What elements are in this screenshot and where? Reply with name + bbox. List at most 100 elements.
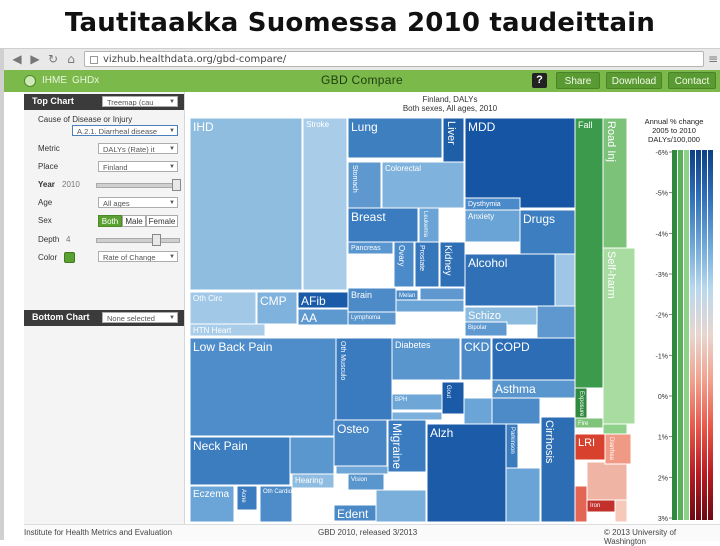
treemap-small-cell[interactable] — [574, 485, 588, 523]
nav-ghdx-link[interactable]: GHDx — [72, 75, 100, 86]
treemap-cell-label: Gout — [445, 385, 451, 398]
treemap-small-cell[interactable] — [505, 467, 541, 523]
treemap-small-cell[interactable] — [375, 489, 427, 523]
treemap-cell[interactable] — [464, 321, 508, 337]
year-slider-handle[interactable] — [172, 179, 181, 191]
download-button[interactable]: Download — [606, 72, 662, 89]
treemap-cell-label: CKD — [464, 340, 490, 354]
treemap-cell[interactable] — [256, 291, 298, 325]
legend-color-bar — [672, 150, 677, 520]
treemap-cell-label: Ovary — [397, 245, 406, 266]
treemap-small-cell[interactable] — [554, 253, 576, 307]
top-chart-header: Top Chart Treemap (cau ▼ — [24, 94, 184, 110]
contact-button[interactable]: Contact — [668, 72, 716, 89]
legend-tick-label: -6% — [656, 150, 668, 157]
treemap-cell[interactable] — [347, 311, 397, 326]
bottom-chart-select[interactable]: None selected ▼ — [102, 312, 178, 323]
treemap-small-cell[interactable] — [395, 299, 465, 313]
menu-icon[interactable]: ≡ — [707, 52, 719, 66]
metric-select[interactable]: DALYs (Rate) it ▼ — [98, 143, 178, 154]
treemap-cell[interactable] — [391, 337, 461, 381]
legend-color-bar — [696, 150, 701, 520]
cause-select[interactable]: A.2.1. Diarrheal disease ▼ — [72, 125, 178, 136]
treemap-cell[interactable] — [604, 433, 632, 465]
sex-both-button[interactable]: Both — [98, 215, 122, 227]
treemap-cell[interactable] — [602, 247, 636, 425]
treemap-cell[interactable] — [574, 417, 604, 429]
treemap-cell[interactable] — [439, 241, 466, 288]
help-icon[interactable]: ? — [532, 73, 547, 88]
share-button[interactable]: Share — [556, 72, 600, 89]
treemap-cell[interactable] — [302, 117, 348, 291]
treemap-cell[interactable] — [602, 117, 628, 267]
legend-tick-label: -5% — [656, 191, 668, 198]
age-select[interactable]: All ages ▼ — [98, 197, 178, 208]
place-select[interactable]: Finland ▼ — [98, 161, 178, 172]
treemap-small-cell[interactable] — [602, 423, 628, 435]
treemap-cell[interactable] — [387, 419, 427, 473]
treemap-cell-label: Liver — [445, 121, 457, 145]
home-icon[interactable]: ⌂ — [67, 52, 75, 66]
treemap-cell[interactable] — [189, 337, 337, 437]
treemap-small-cell[interactable] — [491, 397, 541, 425]
treemap-cell[interactable] — [460, 337, 492, 381]
treemap-cell[interactable] — [189, 436, 291, 486]
treemap-small-cell[interactable] — [289, 436, 335, 475]
treemap-cell[interactable] — [464, 117, 576, 209]
treemap-cell[interactable] — [189, 117, 303, 291]
treemap-cell[interactable] — [395, 289, 419, 301]
chart-title-line: Finland, DALYs — [422, 95, 478, 104]
chevron-down-icon: ▼ — [169, 200, 175, 206]
treemap-small-cell[interactable] — [419, 287, 465, 301]
treemap-small-cell[interactable] — [391, 411, 443, 421]
forward-icon[interactable]: ▶ — [30, 52, 40, 66]
treemap-small-cell[interactable] — [536, 305, 576, 339]
treemap-cell[interactable] — [347, 161, 382, 209]
color-select[interactable]: Rate of Change ▼ — [98, 251, 178, 262]
treemap-cell[interactable] — [393, 241, 415, 288]
treemap-cell[interactable] — [347, 207, 419, 243]
treemap-cell[interactable] — [189, 291, 257, 325]
treemap-cell[interactable] — [347, 241, 394, 255]
treemap-cell[interactable] — [426, 423, 507, 523]
reload-icon[interactable]: ↻ — [47, 52, 59, 66]
nav-ihme-link[interactable]: IHME — [42, 75, 67, 86]
treemap-cell[interactable] — [189, 485, 235, 523]
treemap-small-cell[interactable] — [614, 499, 628, 523]
treemap-cell[interactable] — [414, 241, 440, 288]
page-icon — [90, 56, 98, 64]
treemap-cell[interactable] — [333, 504, 377, 522]
treemap-small-cell[interactable] — [586, 461, 628, 501]
top-chart-select[interactable]: Treemap (cau ▼ — [102, 96, 178, 107]
treemap-cell[interactable] — [259, 485, 293, 523]
treemap-cell[interactable] — [189, 323, 266, 337]
back-icon[interactable]: ◀ — [12, 52, 22, 66]
treemap-cell[interactable] — [333, 419, 388, 467]
treemap-cell[interactable] — [441, 381, 465, 415]
address-bar[interactable]: vizhub.healthdata.org/gbd-compare/ — [84, 51, 704, 67]
treemap-small-cell[interactable] — [463, 397, 493, 425]
treemap-cell[interactable] — [586, 499, 616, 513]
depth-slider-handle[interactable] — [152, 234, 161, 246]
chevron-down-icon: ▼ — [169, 128, 175, 134]
treemap-cell[interactable] — [574, 433, 606, 461]
treemap-cell[interactable] — [347, 117, 443, 159]
treemap-cell[interactable] — [347, 473, 385, 491]
treemap-cell[interactable] — [505, 423, 519, 469]
sex-male-button[interactable]: Male — [122, 215, 146, 227]
treemap-cell[interactable] — [291, 473, 335, 489]
treemap-cell[interactable] — [418, 207, 440, 243]
sex-female-button[interactable]: Female — [146, 215, 178, 227]
treemap-cell[interactable] — [519, 209, 576, 255]
legend-tick-label: 0% — [658, 394, 668, 401]
treemap-cell[interactable] — [464, 209, 521, 243]
treemap-cell[interactable] — [491, 337, 576, 381]
color-swatch[interactable] — [64, 252, 75, 263]
treemap-cell[interactable] — [540, 416, 576, 523]
depth-slider[interactable] — [96, 238, 180, 243]
treemap-cell[interactable] — [236, 485, 258, 511]
footer-copyright: © 2013 University of Washington — [604, 528, 677, 546]
treemap-cell[interactable] — [381, 161, 465, 209]
treemap-cell[interactable] — [464, 253, 556, 307]
treemap-cell[interactable] — [574, 117, 604, 389]
